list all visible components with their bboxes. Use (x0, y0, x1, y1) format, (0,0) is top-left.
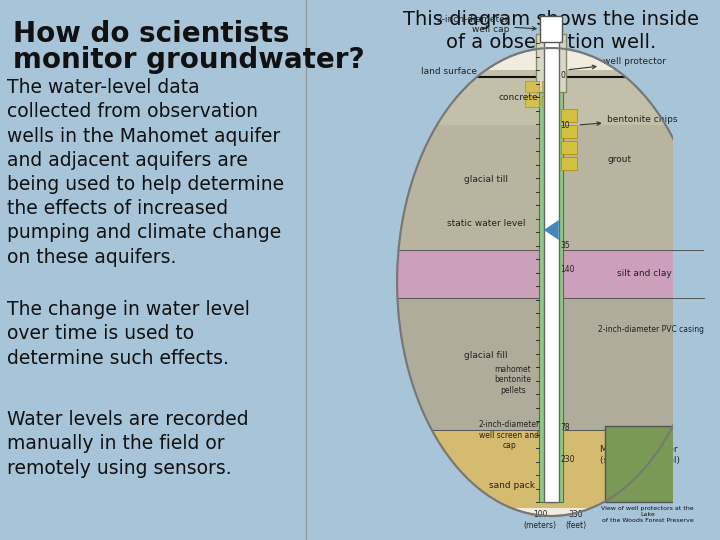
Text: 78: 78 (561, 423, 570, 433)
Text: This diagram shows the inside
of a observation well.: This diagram shows the inside of a obser… (403, 10, 699, 52)
Text: 330
(feet): 330 (feet) (565, 510, 586, 530)
Text: 2-inch-diameter
well cap: 2-inch-diameter well cap (437, 15, 536, 35)
Bar (540, 16, 562, 42)
Text: land surface: land surface (420, 68, 477, 77)
Bar (542, 81, 556, 92)
Bar (606, 426, 690, 502)
Bar (539, 40, 564, 502)
Bar (561, 157, 577, 170)
Bar (536, 34, 566, 92)
Text: static water level: static water level (446, 219, 525, 228)
Bar (397, 250, 706, 298)
Ellipse shape (397, 48, 706, 516)
Polygon shape (544, 220, 559, 240)
Text: 35: 35 (561, 240, 570, 249)
Text: mahomet
bentonite
pellets: mahomet bentonite pellets (495, 365, 531, 395)
Text: Mahomet aquifer
(sand and gravel): Mahomet aquifer (sand and gravel) (600, 446, 680, 465)
Text: silt and clay: silt and clay (617, 269, 672, 279)
Text: 230: 230 (561, 456, 575, 464)
Text: Water levels are recorded
manually in the field or
remotely using sensors.: Water levels are recorded manually in th… (7, 410, 249, 477)
Text: well protector: well protector (569, 57, 666, 70)
Bar (561, 141, 577, 154)
Bar (397, 125, 706, 250)
Bar (525, 96, 539, 107)
Bar (397, 70, 706, 125)
Text: 140: 140 (561, 266, 575, 274)
Text: glacial fill: glacial fill (464, 350, 508, 360)
Bar (561, 125, 577, 138)
Bar (561, 109, 577, 122)
Text: View of well protectors at the
Lake
of the Woods Forest Preserve: View of well protectors at the Lake of t… (601, 506, 694, 523)
Text: 2-inch-diameter
well screen and
cap: 2-inch-diameter well screen and cap (479, 420, 540, 450)
Bar (525, 81, 539, 92)
Text: glacial till: glacial till (464, 176, 508, 185)
Text: monitor groundwater?: monitor groundwater? (13, 46, 365, 74)
Text: The change in water level
over time is used to
determine such effects.: The change in water level over time is u… (7, 300, 251, 368)
Text: 100
(meters): 100 (meters) (523, 510, 557, 530)
Bar (397, 298, 706, 430)
Bar (544, 40, 559, 502)
Text: How do scientists: How do scientists (13, 20, 289, 48)
Text: 0: 0 (561, 71, 565, 79)
Bar (542, 96, 556, 107)
Text: grout: grout (608, 156, 631, 165)
Text: bentonite chips: bentonite chips (580, 116, 678, 125)
Text: sand pack: sand pack (489, 481, 535, 489)
Text: 10: 10 (561, 120, 570, 130)
Bar (397, 430, 706, 508)
Text: The water-level data
collected from observation
wells in the Mahomet aquifer
and: The water-level data collected from obse… (7, 78, 284, 267)
Text: 2-inch-diameter PVC casing: 2-inch-diameter PVC casing (598, 326, 704, 334)
Text: concrete: concrete (499, 92, 539, 102)
